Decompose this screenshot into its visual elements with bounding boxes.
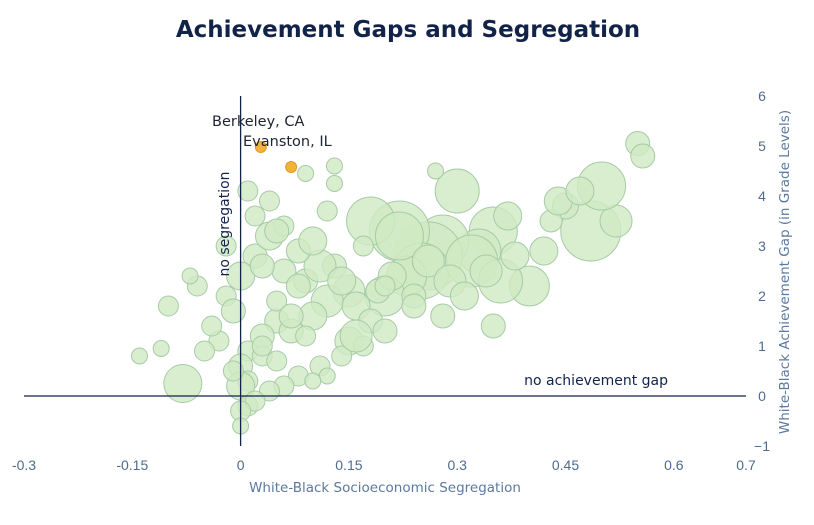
highlight-label: Berkeley, CA <box>212 114 305 130</box>
x-axis-title: White-Black Socioeconomic Segregation <box>249 480 521 496</box>
y-tick-label: 1 <box>758 338 766 354</box>
district-bubble <box>266 350 288 372</box>
district-bubble <box>434 168 480 214</box>
district-bubble <box>430 303 456 329</box>
y-tick-label: 3 <box>758 238 766 254</box>
district-bubble <box>266 290 288 312</box>
x-tick-label: 0 <box>237 457 245 473</box>
district-bubble <box>201 315 223 337</box>
district-bubble <box>449 281 479 311</box>
bubbles-layer <box>131 131 656 435</box>
x-tick-label: 0.6 <box>664 457 684 473</box>
district-bubble <box>372 318 398 344</box>
district-bubble <box>285 273 311 299</box>
district-bubble <box>244 205 266 227</box>
district-bubble <box>327 266 357 296</box>
district-bubble <box>411 244 445 278</box>
y-tick-label: 4 <box>758 188 766 204</box>
district-bubble <box>304 372 322 390</box>
district-bubble <box>374 275 396 297</box>
district-bubble <box>181 267 199 285</box>
y-tick-label: 6 <box>758 88 766 104</box>
district-bubble <box>493 201 523 231</box>
district-bubble <box>194 340 215 362</box>
y-tick-label: 0 <box>758 388 766 404</box>
highlight-point <box>254 141 267 153</box>
district-bubble <box>222 360 244 382</box>
x-tick-label: 0.15 <box>335 457 362 473</box>
district-bubble <box>325 157 343 175</box>
district-bubble <box>278 303 304 329</box>
highlighted-districts: Berkeley, CA Evanston, IL <box>212 114 332 173</box>
x-tick-label: 0.3 <box>447 457 467 473</box>
no-achievement-gap-label: no achievement gap <box>524 373 668 389</box>
district-bubble <box>258 190 280 212</box>
district-bubble <box>331 345 353 367</box>
district-bubble <box>220 298 246 324</box>
district-bubble <box>374 211 424 261</box>
district-bubble <box>318 367 336 385</box>
reference-lines: no segregation no achievement gap <box>24 96 746 446</box>
district-bubble <box>427 162 445 180</box>
district-bubble <box>297 165 315 182</box>
y-tick-label: −1 <box>754 438 770 454</box>
x-tick-label: 0.45 <box>552 457 579 473</box>
chart-title: Achievement Gaps and Segregation <box>176 17 640 43</box>
district-bubble <box>237 180 259 202</box>
district-bubble <box>325 175 343 192</box>
district-bubble <box>152 340 170 357</box>
district-bubble <box>316 200 338 222</box>
highlight-point <box>285 161 298 173</box>
district-bubble <box>157 295 179 317</box>
no-segregation-label: no segregation <box>217 171 233 276</box>
district-bubble <box>401 293 427 319</box>
district-bubble <box>295 325 317 347</box>
highlight-label: Evanston, IL <box>243 134 332 150</box>
district-bubble <box>565 176 595 206</box>
y-axis-title: White-Black Achievement Gap (in Grade Le… <box>777 110 793 434</box>
district-bubble <box>480 313 506 339</box>
district-bubble <box>298 226 328 256</box>
district-bubble <box>163 364 203 403</box>
district-bubble <box>215 235 237 257</box>
y-tick-label: 5 <box>758 138 766 154</box>
district-bubble <box>352 235 374 257</box>
district-bubble <box>251 335 273 357</box>
district-bubble <box>131 347 149 365</box>
y-tick-label: 2 <box>758 288 766 304</box>
district-bubble <box>249 253 275 279</box>
x-tick-label: 0.7 <box>736 457 756 473</box>
x-tick-label: -0.3 <box>12 457 36 473</box>
district-bubble <box>500 241 530 271</box>
district-bubble <box>529 236 559 266</box>
district-bubble <box>469 254 503 288</box>
x-tick-label: -0.15 <box>116 457 148 473</box>
district-bubble <box>264 218 290 244</box>
district-bubble <box>630 143 656 169</box>
x-axis-ticks: -0.3 -0.15 0 0.15 0.3 0.45 0.6 0.7 <box>12 457 756 473</box>
y-axis-ticks: −1 0 1 2 3 4 5 6 <box>754 88 770 454</box>
district-bubble <box>339 319 373 353</box>
